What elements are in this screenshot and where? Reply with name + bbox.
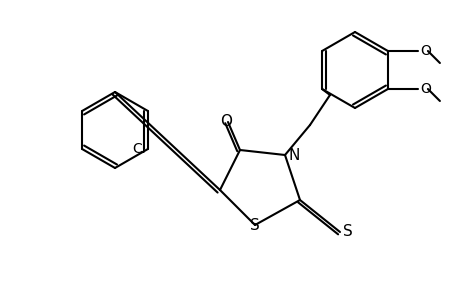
- Text: N: N: [288, 148, 300, 163]
- Text: S: S: [250, 218, 259, 233]
- Text: Cl: Cl: [132, 142, 146, 156]
- Text: O: O: [419, 82, 430, 96]
- Text: O: O: [219, 114, 231, 129]
- Text: O: O: [419, 44, 430, 58]
- Text: S: S: [342, 224, 352, 239]
